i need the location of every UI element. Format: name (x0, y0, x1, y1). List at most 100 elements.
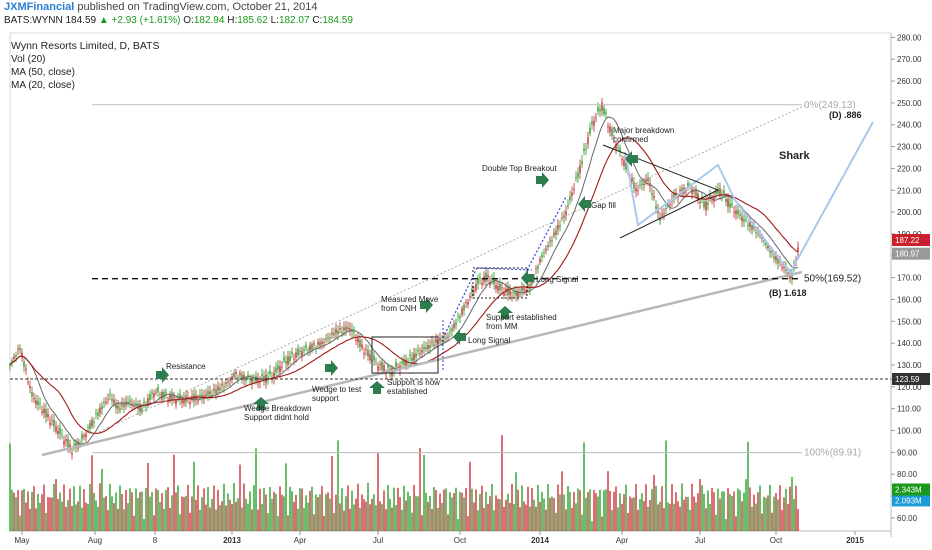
candle-body (469, 296, 471, 298)
candle-body (489, 281, 491, 286)
candle-body (323, 342, 325, 344)
annotation-long-signal-1: Long Signal (468, 336, 510, 345)
candle-body (225, 382, 227, 385)
candle-body (509, 290, 511, 296)
candle-body (725, 198, 727, 203)
candle-body (601, 102, 603, 111)
candle-body (641, 183, 643, 185)
ma50-line (9, 137, 799, 434)
price-tick-label: 110.00 (897, 405, 921, 414)
candle-body (455, 322, 457, 325)
time-tick-label: 2015 (846, 536, 864, 545)
candle-body (201, 394, 203, 398)
candle-body (669, 204, 671, 206)
open-label: O: (183, 15, 194, 26)
candle-body (347, 327, 349, 330)
close-value: 184.59 (322, 15, 353, 26)
candle-body (309, 344, 311, 351)
candle-body (151, 392, 153, 394)
candle-body (537, 266, 539, 269)
candle-body (395, 362, 397, 367)
candle-body (763, 240, 765, 242)
price-tick-label: 150.00 (897, 317, 922, 326)
candle-body (501, 287, 503, 289)
price-tick-label: 130.00 (897, 361, 922, 370)
candle-body (583, 148, 585, 151)
price-tag (892, 494, 930, 507)
candle-body (765, 242, 767, 245)
candle-body (377, 366, 379, 371)
candle-body (273, 372, 275, 379)
candle-body (135, 403, 137, 405)
candle-body (581, 160, 583, 165)
candle-body (611, 128, 613, 136)
candle-body (105, 401, 107, 404)
candle-body (73, 443, 75, 446)
candle-body (573, 188, 575, 190)
candle-body (319, 341, 321, 347)
candle-body (563, 215, 565, 218)
candle-body (149, 394, 151, 401)
candle-body (281, 366, 283, 368)
candle-body (617, 147, 619, 149)
time-tick-label: May (14, 536, 29, 545)
candle-body (37, 400, 39, 405)
candle-body (387, 365, 389, 368)
time-tick-label: 2014 (531, 536, 549, 545)
candle-body (409, 354, 411, 357)
candle-body (325, 338, 327, 340)
candle-body (197, 400, 199, 402)
price-tick-label: 220.00 (897, 164, 922, 173)
candle-body (729, 203, 731, 208)
chart-title[interactable]: Wynn Resorts Limited, D, BATS (11, 40, 160, 52)
price-tag-label: 123.59 (895, 375, 920, 384)
last-price: 184.59 (65, 15, 97, 26)
annotation-d886: (D) .886 (829, 110, 862, 120)
candle-body (517, 291, 519, 298)
candle-body (613, 137, 615, 138)
candle-body (231, 376, 233, 379)
plot-area[interactable] (9, 32, 892, 532)
publish-header: JXMFinancial published on TradingView.co… (4, 1, 317, 13)
candle-body (647, 177, 649, 182)
candle-body (707, 203, 709, 205)
legend-ma50[interactable]: MA (50, close) (11, 67, 75, 78)
candle-body (653, 195, 655, 198)
legend-ma20[interactable]: MA (20, close) (11, 80, 75, 91)
candle-body (625, 163, 627, 170)
candle-body (217, 386, 219, 391)
candle-body (621, 159, 623, 161)
candle-body (269, 370, 271, 374)
candle-body (101, 406, 103, 410)
annotation-b1618: (B) 1.618 (769, 288, 807, 298)
time-tick-label: 8 (153, 536, 158, 545)
candle-body (655, 205, 657, 209)
candle-body (591, 121, 593, 125)
legend-volume[interactable]: Vol (20) (11, 54, 46, 65)
candle-body (147, 398, 149, 405)
candle-body (719, 188, 721, 195)
low-value: 182.07 (278, 15, 310, 26)
upper-trendline (91, 103, 809, 436)
candle-body (369, 354, 371, 361)
candle-body (279, 366, 281, 373)
candle-body (577, 173, 579, 178)
candle-body (219, 387, 221, 391)
candle-body (83, 435, 85, 437)
price-tag-label: 180.97 (895, 250, 920, 259)
candle-body (141, 408, 143, 412)
candle-body (357, 338, 359, 343)
candle-body (213, 388, 215, 391)
candle-body (285, 360, 287, 364)
author-name[interactable]: JXMFinancial (4, 1, 75, 13)
candle-body (381, 361, 383, 370)
time-tick-label: Oct (454, 536, 467, 545)
candle-body (311, 344, 313, 350)
high-label: H: (227, 15, 238, 26)
candle-body (457, 315, 459, 317)
candle-body (551, 240, 553, 242)
candle-body (607, 126, 609, 128)
candle-body (721, 195, 723, 197)
candle-body (303, 349, 305, 351)
